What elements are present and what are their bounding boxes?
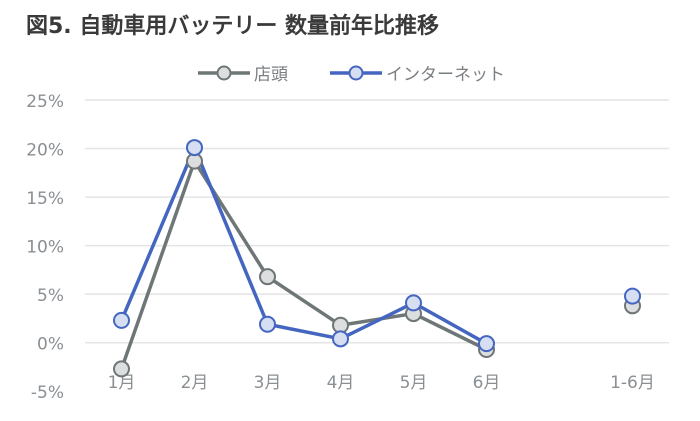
y-tick-label: 10% [26,238,64,258]
legend-marker [348,65,364,81]
data-point [113,360,130,378]
legend-label: 店頭 [254,65,288,85]
x-tick-label: 4月 [327,373,355,393]
data-point [113,311,130,329]
y-tick-label: 0% [37,335,64,355]
y-tick-label: 25% [26,92,64,112]
x-tick-label: 5月 [400,373,428,393]
y-tick-label: 15% [26,189,64,209]
data-point [624,287,641,305]
x-tick-label: 6月 [473,373,501,393]
series-line [119,159,488,370]
y-tick-label: 5% [37,286,64,306]
x-tick-label: 1月 [108,373,136,393]
x-tick-label: 1-6月 [610,373,655,393]
legend-label: インターネット [386,65,505,85]
chart-title: 図5. 自動車用バッテリー 数量前年比推移 [26,14,439,39]
x-tick-label: 3月 [254,373,282,393]
legend-marker [216,65,232,81]
y-tick-label: -5% [31,383,64,403]
data-point [405,294,422,312]
data-point [259,268,276,286]
data-point [259,315,276,333]
data-point [478,335,495,353]
y-tick-label: 20% [26,141,64,161]
data-point [186,139,203,157]
series-line [119,145,488,346]
data-point [332,330,349,348]
x-tick-label: 2月 [181,373,209,393]
